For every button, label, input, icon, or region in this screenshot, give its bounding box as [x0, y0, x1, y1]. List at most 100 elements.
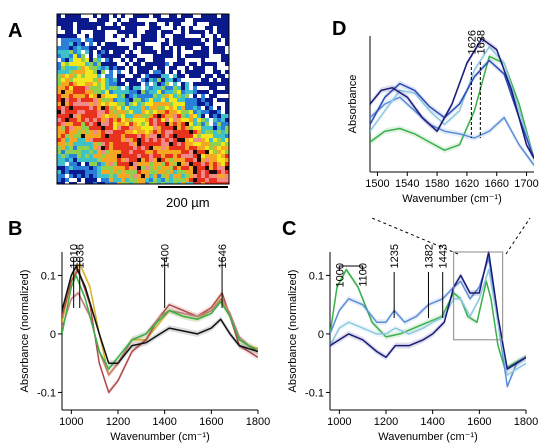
micrograph-pixel [201, 130, 205, 134]
micrograph-pixel [173, 26, 177, 30]
micrograph-pixel [57, 82, 61, 86]
micrograph-pixel [81, 106, 85, 110]
micrograph-pixel [61, 62, 65, 66]
micrograph-pixel [57, 146, 61, 150]
micrograph-pixel [177, 114, 181, 118]
micrograph-pixel [133, 106, 137, 110]
micrograph-pixel [117, 54, 121, 58]
micrograph-pixel [121, 22, 125, 26]
micrograph-pixel [173, 178, 177, 182]
micrograph-pixel [73, 110, 77, 114]
micrograph-pixel [117, 122, 121, 126]
micrograph-pixel [93, 134, 97, 138]
micrograph-pixel [177, 90, 181, 94]
micrograph-pixel [61, 106, 65, 110]
micrograph-pixel [221, 82, 225, 86]
micrograph-pixel [209, 114, 213, 118]
series-3-line [330, 251, 526, 370]
micrograph-pixel [137, 46, 141, 50]
micrograph-pixel [173, 34, 177, 38]
micrograph-pixel [205, 46, 209, 50]
micrograph-pixel [141, 110, 145, 114]
micrograph-pixel [93, 150, 97, 154]
micrograph-pixel [181, 154, 185, 158]
micrograph-pixel [185, 114, 189, 118]
micrograph-pixel [177, 150, 181, 154]
micrograph-pixel [145, 62, 149, 66]
micrograph-pixel [205, 62, 209, 66]
micrograph-pixel [113, 182, 117, 184]
micrograph-pixel [141, 78, 145, 82]
micrograph-pixel [221, 18, 225, 22]
micrograph-pixel [201, 42, 205, 46]
micrograph-pixel [161, 122, 165, 126]
micrograph-pixel [69, 102, 73, 106]
micrograph-pixel [185, 74, 189, 78]
micrograph-pixel [225, 134, 229, 138]
micrograph-pixel [113, 22, 117, 26]
micrograph-pixel [169, 70, 173, 74]
micrograph-pixel [109, 118, 113, 122]
micrograph-pixel [137, 98, 141, 102]
micrograph-pixel [205, 94, 209, 98]
micrograph-pixel [89, 154, 93, 158]
micrograph-pixel [225, 166, 229, 170]
micrograph-pixel [213, 158, 217, 162]
micrograph-pixel [189, 178, 193, 182]
micrograph-pixel [81, 22, 85, 26]
micrograph-pixel [89, 126, 93, 130]
micrograph-pixel [205, 82, 209, 86]
micrograph-pixel [141, 146, 145, 150]
micrograph-pixel [165, 158, 169, 162]
micrograph-pixel [165, 126, 169, 130]
micrograph-pixel [125, 26, 129, 30]
panel-b-letter: B [8, 218, 23, 240]
micrograph-pixel [101, 22, 105, 26]
micrograph-pixel [145, 94, 149, 98]
micrograph-pixel [221, 170, 225, 174]
micrograph-pixel [65, 50, 69, 54]
micrograph-pixel [133, 14, 137, 18]
micrograph-pixel [169, 46, 173, 50]
micrograph-pixel [181, 66, 185, 70]
micrograph-pixel [125, 86, 129, 90]
micrograph-pixel [65, 82, 69, 86]
micrograph-pixel [65, 138, 69, 142]
micrograph-pixel [105, 170, 109, 174]
micrograph-pixel [225, 122, 229, 126]
micrograph-pixel [197, 78, 201, 82]
micrograph-pixel [121, 162, 125, 166]
micrograph-pixel [193, 154, 197, 158]
micrograph-pixel [169, 146, 173, 150]
micrograph-pixel [221, 102, 225, 106]
micrograph-pixel [221, 146, 225, 150]
micrograph-pixel [129, 86, 133, 90]
micrograph-pixel [113, 126, 117, 130]
micrograph-pixel [209, 82, 213, 86]
micrograph-pixel [153, 146, 157, 150]
micrograph-pixel [57, 166, 61, 170]
panel-c-letter: C [282, 218, 297, 240]
micrograph-pixel [89, 118, 93, 122]
micrograph-pixel [69, 106, 73, 110]
micrograph-pixel [141, 126, 145, 130]
micrograph-pixel [177, 70, 181, 74]
micrograph-pixel [93, 18, 97, 22]
micrograph-pixel [213, 38, 217, 42]
micrograph-pixel [81, 14, 85, 18]
micrograph-pixel [197, 154, 201, 158]
micrograph-pixel [193, 146, 197, 150]
micrograph-pixel [133, 98, 137, 102]
micrograph-pixel [217, 30, 221, 34]
micrograph-pixel [197, 46, 201, 50]
micrograph-pixel [129, 34, 133, 38]
micrograph-pixel [109, 158, 113, 162]
micrograph-pixel [129, 102, 133, 106]
micrograph-pixel [73, 14, 77, 18]
micrograph-pixel [137, 162, 141, 166]
micrograph-pixel [113, 30, 117, 34]
micrograph-pixel [93, 66, 97, 70]
micrograph-pixel [97, 118, 101, 122]
micrograph-pixel [101, 90, 105, 94]
micrograph-pixel [205, 30, 209, 34]
